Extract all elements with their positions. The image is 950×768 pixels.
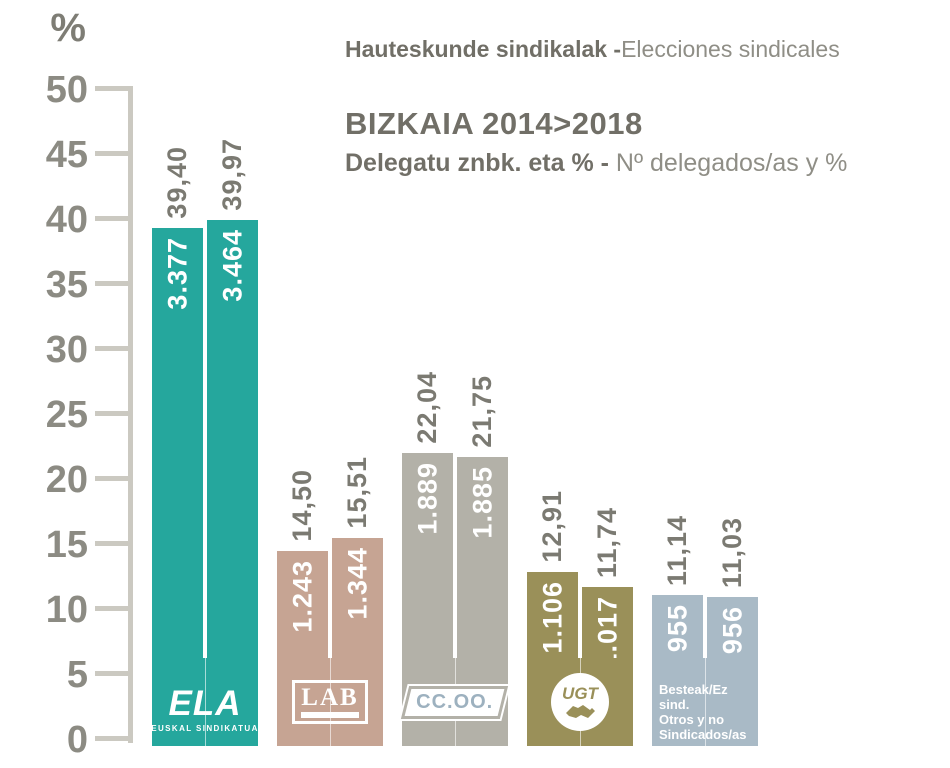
bar-percent-label: 11,14: [661, 514, 692, 586]
union-logo-strip: ELA EUSKAL SINDIKATUA: [151, 658, 259, 746]
axis-unit-label: %: [50, 6, 86, 50]
bar-group-ccoo: 1.889 22,04 1.885 21,75 CC.OO.: [402, 0, 508, 746]
bar-value-label: 1.885: [467, 466, 497, 539]
bar-divider-hairline: [705, 658, 706, 746]
tick-mark: [95, 541, 130, 546]
tick-label: 25: [45, 394, 88, 436]
besteak-logo: Besteak/Ez sind. Otros y no Sindicados/as: [652, 682, 758, 746]
subtitle-basque: Delegatu znbk. eta % -: [345, 149, 616, 177]
tick-label: 30: [45, 329, 88, 371]
bar-percent-label: 21,75: [466, 375, 497, 448]
ela-logo-subtitle: EUSKAL SINDIKATUA: [151, 723, 259, 733]
lab-logo-underline: [301, 712, 359, 718]
subtitle-spanish: Nº delegados/as y %: [615, 149, 848, 177]
ela-logo: ELA EUSKAL SINDIKATUA: [151, 686, 259, 733]
bar-percent-label: 15,51: [341, 456, 372, 529]
tick-label: 35: [45, 264, 88, 306]
tick-mark: [95, 281, 130, 286]
tick-label: 5: [66, 654, 88, 696]
ccoo-logo-box: CC.OO.: [405, 688, 505, 716]
tick-mark: [95, 216, 130, 221]
bar-value-label: 1.344: [342, 547, 372, 620]
tick-mark: [95, 671, 130, 676]
ela-logo-text: ELA: [168, 683, 242, 723]
tick-label: 45: [45, 134, 88, 176]
bar-percent-label: 39,40: [161, 146, 192, 219]
ccoo-logo: CC.OO.: [405, 688, 505, 716]
bar-percent-label: 39,97: [216, 138, 247, 211]
bar-percent-label: 11,74: [591, 506, 622, 578]
bar-group-ugt: 1.106 12,91 1.017 11,74 UGT: [527, 0, 633, 746]
tick-label: 40: [45, 199, 88, 241]
bar-percent-label: 12,91: [536, 490, 567, 563]
lab-logo: LAB: [292, 680, 368, 724]
bar-value-label: 1.889: [412, 462, 442, 535]
ccoo-logo-text: CC.OO.: [416, 690, 494, 713]
union-logo-strip: CC.OO.: [402, 658, 508, 746]
bar-value-label: 1.106: [537, 581, 567, 654]
besteak-label-line: Sindicados/as: [659, 727, 747, 742]
chart-title: BIZKAIA 2014>2018: [345, 106, 643, 141]
tick-mark: [95, 736, 130, 741]
tick-mark: [95, 151, 130, 156]
tick-label: 15: [45, 524, 88, 566]
bar-value-label: 3.377: [162, 237, 192, 310]
chart-caption: Hauteskunde sindikalak -Elecciones sindi…: [345, 36, 840, 63]
lab-logo-box: LAB: [292, 680, 368, 724]
tick-mark: [95, 606, 130, 611]
bar-percent-label: 14,50: [286, 469, 317, 542]
lab-logo-text: LAB: [301, 684, 359, 711]
tick-label: 10: [45, 589, 88, 631]
besteak-label-line: Besteak/Ez sind.: [659, 682, 728, 712]
bar-group-ela: 3.377 39,40 3.464 39,97 ELA EUSKAL SINDIKATUA: [151, 0, 259, 746]
tick-label: 0: [66, 719, 88, 761]
tick-mark: [95, 476, 130, 481]
tick-label: 20: [45, 459, 88, 501]
besteak-label-line: Otros y no: [659, 712, 725, 727]
besteak-label: Besteak/Ez sind. Otros y no Sindicados/as: [652, 682, 758, 742]
bar-divider-hairline: [330, 658, 331, 746]
bar-group-besteak: 955 11,14 956 11,03 Besteak/Ez sind. Otros y …: [652, 0, 758, 746]
tick-mark: [95, 346, 130, 351]
caption-spanish: Elecciones sindicales: [621, 36, 840, 62]
bar-value-label: 3.464: [217, 229, 247, 302]
caption-basque: Hauteskunde sindikalak -: [345, 36, 622, 62]
bar-value-label: 955: [662, 604, 692, 653]
bar-percent-label: 22,04: [411, 371, 442, 444]
ugt-logo-circle: UGT: [551, 673, 609, 731]
handshake-icon: [566, 704, 595, 718]
tick-mark: [95, 86, 130, 91]
union-logo-strip: LAB: [277, 658, 383, 746]
tick-label: 50: [45, 69, 88, 111]
chart-subtitle: Delegatu znbk. eta % - Nº delegados/as y…: [345, 149, 847, 178]
bar-group-lab: 1.243 14,50 1.344 15,51 LAB: [277, 0, 383, 746]
ugt-logo-text: UGT: [562, 683, 598, 703]
union-logo-strip: UGT: [527, 658, 633, 746]
ugt-logo: UGT: [551, 673, 609, 731]
bar-divider-hairline: [205, 658, 206, 746]
bar-value-label: 1.243: [287, 560, 317, 633]
bar-value-label: 956: [717, 606, 747, 655]
y-axis-line: [128, 86, 133, 743]
union-logo-strip: Besteak/Ez sind. Otros y no Sindicados/as: [652, 658, 758, 746]
tick-mark: [95, 411, 130, 416]
bar-percent-label: 11,03: [716, 516, 747, 588]
